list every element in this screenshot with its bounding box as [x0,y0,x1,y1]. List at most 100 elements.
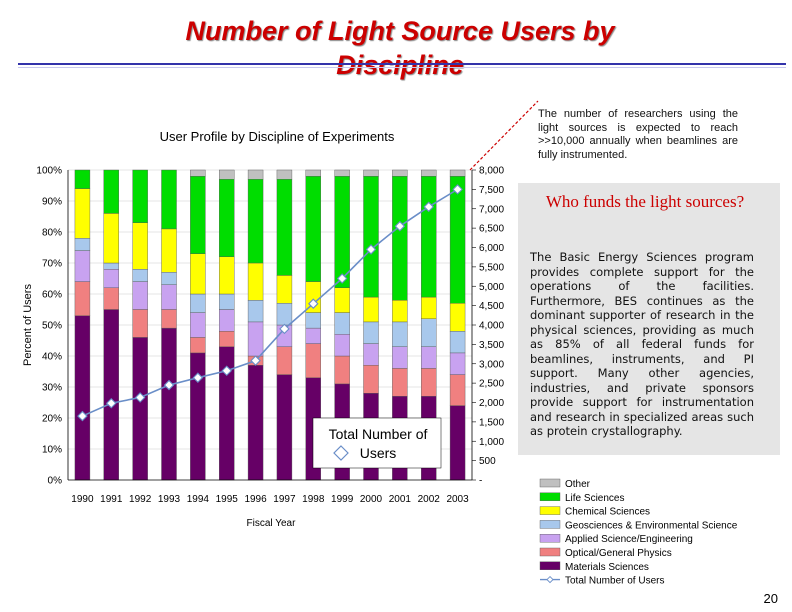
bar-segment [219,331,235,347]
bar-segment [219,169,235,180]
bar-segment [363,169,379,177]
bar-segment [421,175,437,298]
users-point [163,379,175,391]
bar-segment [74,250,91,282]
stacked-bars [74,169,466,481]
legend-label: Geosciences & Environmental Science [565,520,738,531]
x-tick-label: 2001 [389,494,412,505]
bar-segment [132,222,148,270]
bar-segment [305,175,321,282]
x-tick-label: 1992 [129,494,152,505]
bar-segment [190,169,206,177]
y2-tick-label: 2,500 [479,379,504,390]
legend-swatch [539,492,561,501]
funding-panel [518,183,780,455]
users-point [365,244,377,255]
users-point [336,273,348,284]
users-point [192,372,204,383]
bar-segment [276,374,293,481]
y2-tick-label: - [479,476,482,487]
x-tick-label: 2003 [446,494,469,505]
bar-segment [219,309,235,332]
y-tick-label: 70% [42,259,62,270]
legend-swatch [539,478,561,488]
chart-legend: Other Life Sciences Chemical Sciences Geosc… [539,478,738,587]
x-tick-label: 1991 [100,494,123,505]
bar-segment [161,228,177,273]
legend-label: Total Number of Users [565,576,664,587]
bar-segment [392,300,408,323]
bar-segment [219,179,235,258]
bar-segment [449,374,466,406]
bar-segment [449,352,466,375]
bar-segment [190,312,206,338]
x-tick-labels: 1990 1991 1992 1993 1994 1995 1996 1997 1998 1999… [71,494,469,505]
bar-segment [247,365,264,481]
bar-segment [74,188,91,239]
x-tick-label: 2000 [360,494,383,505]
y-tick-label: 40% [42,352,62,363]
bar-segment [247,169,264,180]
y-tick-labels: 0% 10% 20% 30% 40% 50% 60% 70% 80% 90% 100% [36,166,62,487]
bar-segment [421,296,437,320]
bar-segment [247,179,264,264]
bar-segment [363,343,379,366]
bar-segment [305,169,321,177]
bar-segment [103,309,119,481]
bar-segment [392,368,408,397]
legend-label: Applied Science/Engineering [565,534,693,545]
bar-segment [334,287,350,313]
legend-swatch [539,534,561,543]
bar-segment [247,300,264,323]
bar-segment [161,272,177,285]
bar-segment [421,368,437,397]
users-note: The number of researchers using the ligh… [538,108,738,161]
bar-segment [334,175,350,288]
x-tick-label: 2002 [418,494,441,505]
funding-heading: Who funds the light sources? [545,192,745,211]
bar-segment [190,175,206,254]
bar-segment [392,321,408,347]
bar-segment [132,337,148,481]
slide-title: Number of Light Source Users by Discipli… [185,16,615,80]
y2-tick-label: 5,000 [479,282,504,293]
bar-segment [161,327,177,481]
bar-segment [190,337,206,354]
funding-body: The Basic Energy Sciences program provid… [530,250,754,438]
bar-segment [132,269,148,282]
legend-label: Other [565,479,591,490]
x-tick-label: 1994 [187,494,210,505]
y-tick-label: 80% [42,228,62,239]
users-point [221,365,232,377]
y2-tick-label: 2,000 [479,398,504,409]
bar-segment [421,318,437,347]
bar-segment [74,315,91,481]
bar-segment [276,346,293,375]
bar-segment [103,169,119,214]
chart-title: User Profile by Discipline of Experiment… [160,129,395,144]
legend-diamond-icon [546,575,554,584]
users-point [134,392,146,403]
legend-swatch [539,561,561,570]
bar-segment [305,312,321,329]
callout-line [469,100,539,171]
bar-segment [334,169,350,177]
bar-segment [190,293,206,313]
bar-segment [276,275,293,304]
bar-segment [363,321,379,344]
users-point [423,201,434,213]
bar-segment [103,262,119,270]
legend-label: Materials Sciences [565,562,649,573]
title-rule [18,63,786,65]
legend-swatch [539,547,561,557]
chart-axes [67,169,476,481]
bar-segment [334,334,350,357]
users-point [394,220,406,232]
bar-segment [74,237,91,251]
bar-segment [247,262,264,301]
bar-segment [363,175,379,298]
line-annotation: Total Number of Users [312,417,442,469]
total-users-line [77,184,463,422]
y2-tick-label: 4,500 [479,301,504,312]
x-tick-label: 1998 [302,494,325,505]
